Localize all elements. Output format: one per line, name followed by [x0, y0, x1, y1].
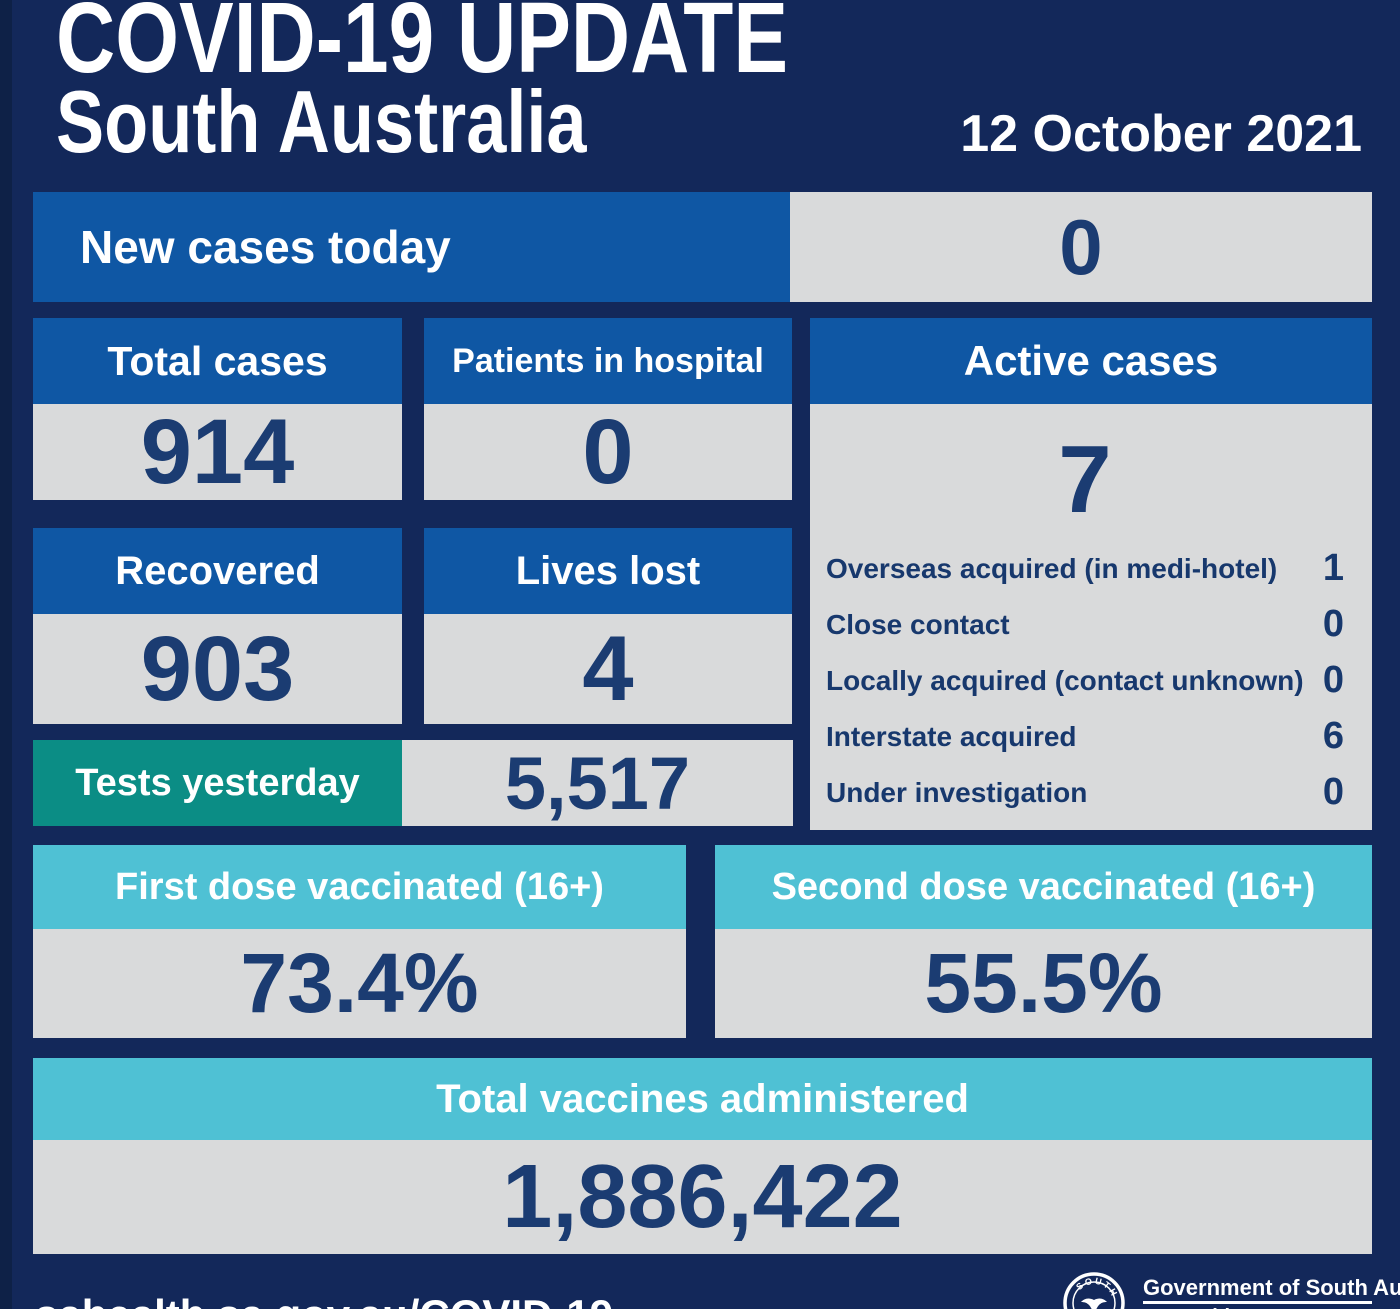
breakdown-value: 1	[1322, 547, 1344, 589]
recovered-value: 903	[33, 614, 402, 724]
breakdown-row-close-contact: Close contact 0	[826, 603, 1344, 646]
patients-in-hospital-value: 0	[424, 401, 792, 503]
agency-label: SA Health	[1143, 1306, 1237, 1309]
total-cases-header: Total cases	[33, 318, 402, 404]
second-dose-header: Second dose vaccinated (16+)	[715, 845, 1372, 929]
left-edge-strip	[0, 0, 12, 1309]
recovered-header: Recovered	[33, 528, 402, 614]
active-cases-breakdown: Overseas acquired (in medi-hotel) 1 Clos…	[826, 547, 1344, 814]
lives-lost-header: Lives lost	[424, 528, 792, 614]
breakdown-label: Close contact	[826, 608, 1010, 640]
page-title: COVID-19 UPDATE	[56, 0, 789, 94]
first-dose-value: 73.4%	[33, 929, 686, 1038]
active-cases-panel: 7 Overseas acquired (in medi-hotel) 1 Cl…	[810, 404, 1372, 830]
page-subtitle: South Australia	[56, 72, 587, 171]
total-vaccines-header: Total vaccines administered	[33, 1058, 1372, 1140]
active-cases-header: Active cases	[810, 318, 1372, 404]
government-label: Government of South Australia	[1143, 1275, 1400, 1300]
new-cases-label: New cases today	[33, 192, 790, 302]
government-seal-icon: SOUTH	[1063, 1272, 1125, 1309]
breakdown-value: 6	[1322, 715, 1344, 757]
active-cases-value: 7	[1058, 426, 1112, 533]
breakdown-label: Interstate acquired	[826, 720, 1077, 752]
breakdown-value: 0	[1322, 771, 1344, 813]
footer-divider	[1143, 1301, 1372, 1304]
breakdown-value: 0	[1322, 603, 1344, 645]
second-dose-value: 55.5%	[715, 929, 1372, 1038]
breakdown-row-interstate: Interstate acquired 6	[826, 715, 1344, 758]
tests-yesterday-value: 5,517	[402, 740, 793, 826]
breakdown-row-overseas: Overseas acquired (in medi-hotel) 1	[826, 547, 1344, 590]
breakdown-label: Overseas acquired (in medi-hotel)	[826, 552, 1278, 584]
date-label: 12 October 2021	[960, 105, 1362, 163]
tests-yesterday-header: Tests yesterday	[33, 740, 402, 826]
breakdown-label: Locally acquired (contact unknown)	[826, 664, 1304, 696]
total-vaccines-value: 1,886,422	[33, 1140, 1372, 1254]
new-cases-value: 0	[790, 192, 1372, 302]
total-cases-value: 914	[33, 401, 402, 503]
breakdown-value: 0	[1322, 659, 1344, 701]
footer-url: sahealth.sa.gov.au/COVID-19	[35, 1291, 613, 1309]
piping-shrike-icon	[1081, 1298, 1107, 1309]
breakdown-label: Under investigation	[826, 776, 1088, 808]
patients-in-hospital-header: Patients in hospital	[424, 318, 792, 404]
lives-lost-value: 4	[424, 614, 792, 724]
breakdown-row-investigation: Under investigation 0	[826, 771, 1344, 814]
first-dose-header: First dose vaccinated (16+)	[33, 845, 686, 929]
breakdown-row-local: Locally acquired (contact unknown) 0	[826, 659, 1344, 702]
